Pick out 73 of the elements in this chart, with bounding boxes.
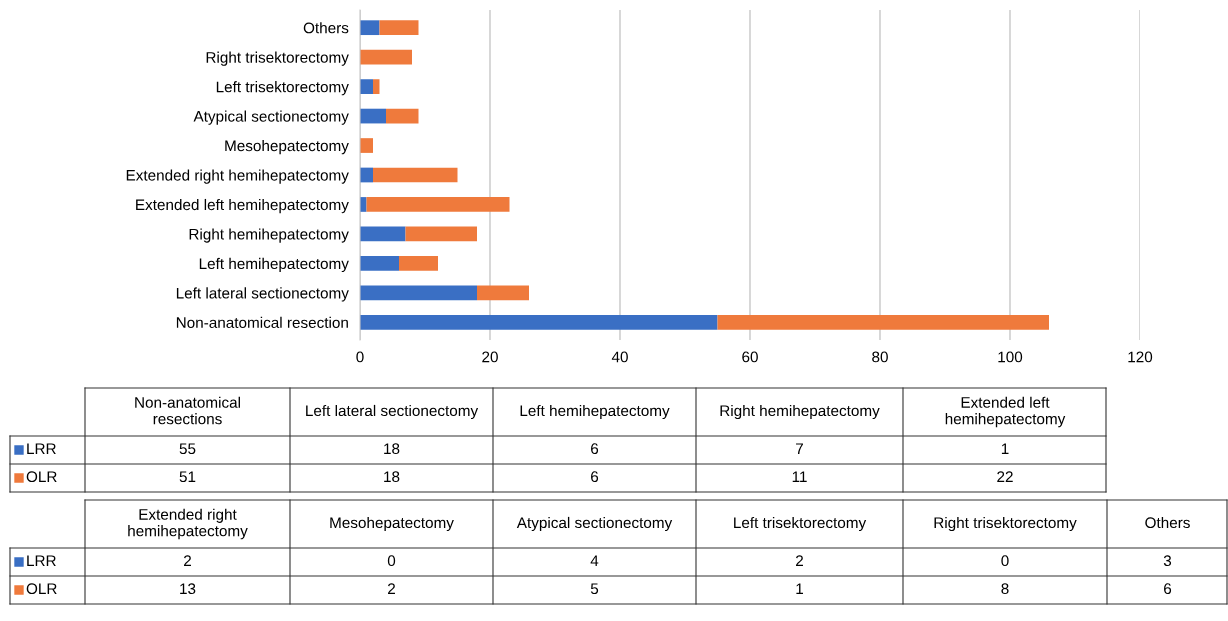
bar bbox=[399, 256, 438, 271]
text: 6 bbox=[591, 443, 599, 455]
bar bbox=[360, 138, 373, 153]
x-tick-label: 60 bbox=[742, 351, 758, 363]
x-tick-label: 80 bbox=[872, 351, 888, 363]
bar bbox=[373, 79, 380, 94]
text: Left trisektorectomy bbox=[734, 516, 867, 532]
y-tick-label: Mesohepatectomy bbox=[225, 140, 349, 155]
text: 2 bbox=[796, 555, 803, 566]
text: 51 bbox=[179, 471, 196, 483]
text: Left hemihepatectomy bbox=[520, 404, 670, 420]
text: Others bbox=[1145, 516, 1190, 529]
bar bbox=[477, 285, 529, 301]
text: Right trisektorectomy bbox=[934, 516, 1077, 532]
y-tick-label: Right trisektorectomy bbox=[206, 51, 349, 66]
text: 18 bbox=[384, 471, 400, 483]
text: Right hemihepatectomy bbox=[720, 404, 880, 420]
x-tick-label: 40 bbox=[611, 351, 628, 363]
y-tick-label: Extended left hemihepatectomy bbox=[136, 198, 349, 214]
bar bbox=[360, 197, 367, 212]
text: 55 bbox=[179, 443, 196, 455]
text: Mesohepatectomy bbox=[330, 516, 454, 532]
text: Left lateral sectionectomy bbox=[306, 404, 479, 420]
text: Extended left hemihepatectomy bbox=[945, 396, 1066, 428]
text: OLR bbox=[26, 583, 57, 595]
y-tick-label: Left trisektorectomy bbox=[216, 81, 349, 96]
y-tick-label: Left lateral sectionectomy bbox=[176, 287, 349, 302]
text: 7 bbox=[796, 443, 803, 454]
text: 3 bbox=[1163, 555, 1172, 567]
y-tick-label: Non-anatomical resection bbox=[176, 316, 348, 329]
bar bbox=[360, 49, 412, 65]
x-tick-label: 0 bbox=[356, 351, 364, 363]
bar bbox=[360, 285, 477, 301]
text: 0 bbox=[1001, 555, 1009, 567]
text: 2 bbox=[388, 583, 395, 594]
text: 13 bbox=[180, 583, 196, 595]
text: 8 bbox=[1001, 583, 1009, 595]
text: Atypical sectionectomy bbox=[516, 516, 673, 532]
legend-label: LRR bbox=[27, 443, 56, 454]
bar bbox=[373, 167, 458, 183]
text: 6 bbox=[1164, 583, 1172, 595]
y-tick-label: Right hemihepatectomy bbox=[189, 228, 349, 243]
text: 0 bbox=[387, 555, 396, 567]
bar bbox=[386, 108, 419, 124]
text: 2 bbox=[184, 555, 191, 566]
text: Non-anatomical resections bbox=[135, 396, 240, 425]
x-tick-label: 20 bbox=[482, 351, 498, 363]
bar bbox=[405, 226, 477, 242]
bar bbox=[717, 314, 1049, 330]
text: 6 bbox=[591, 471, 599, 483]
y-tick-label: Extended right hemihepatectomy bbox=[126, 169, 349, 184]
y-tick-label: Atypical sectionectomy bbox=[193, 110, 349, 125]
y-tick-label: Left hemihepatectomy bbox=[199, 257, 349, 273]
text: 1 bbox=[796, 583, 803, 594]
y-tick-label: Others bbox=[303, 22, 349, 34]
bar bbox=[360, 226, 406, 242]
text: 1 bbox=[1001, 443, 1009, 454]
text: 5 bbox=[590, 583, 599, 595]
bar bbox=[360, 20, 380, 36]
bar bbox=[379, 20, 419, 36]
text: 22 bbox=[997, 471, 1013, 482]
x-tick-label: 120 bbox=[1128, 351, 1153, 363]
bar bbox=[360, 79, 373, 94]
bar bbox=[360, 256, 399, 271]
legend-label: OLR bbox=[26, 471, 57, 483]
bar bbox=[366, 197, 510, 212]
text: LRR bbox=[27, 555, 56, 566]
bar bbox=[360, 314, 718, 330]
text: 4 bbox=[590, 555, 599, 566]
bar bbox=[360, 108, 386, 124]
text: 11 bbox=[792, 471, 807, 482]
x-tick-label: 100 bbox=[998, 351, 1023, 363]
text: 18 bbox=[384, 443, 400, 455]
